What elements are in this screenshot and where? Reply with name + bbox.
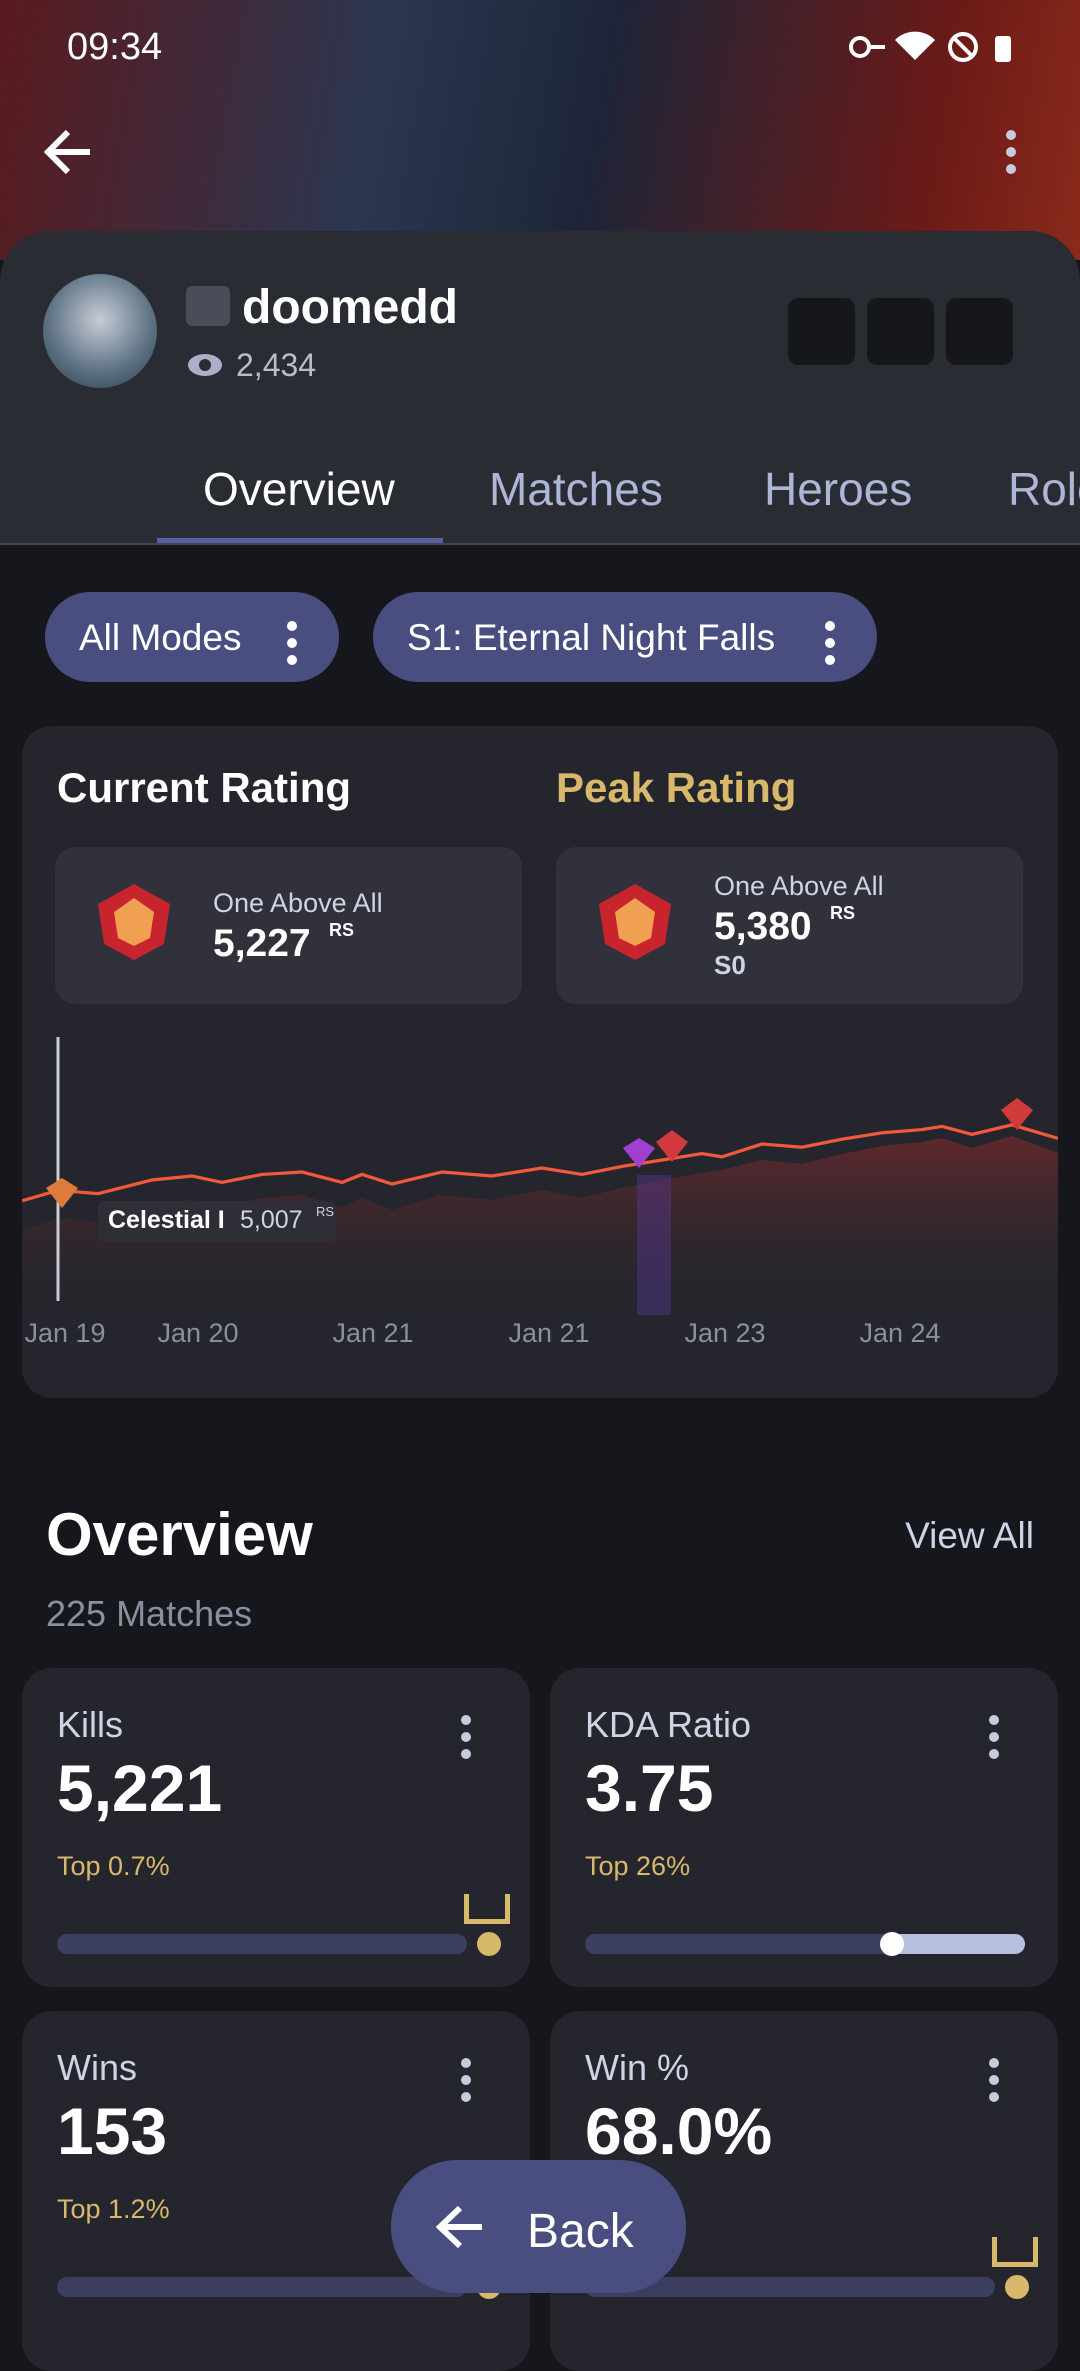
filter-chip[interactable] — [45, 592, 339, 682]
profile-views: 2,434 — [236, 347, 317, 383]
chip-menu — [825, 621, 835, 672]
stat-bar-fill — [890, 1934, 1025, 1954]
stat-rank: Top 1.2% — [57, 2194, 170, 2224]
view-all[interactable]: View All — [905, 1515, 1034, 1556]
eye-icon — [186, 352, 224, 383]
x-axis-label: Jan 24 — [859, 1318, 941, 1348]
status-icons — [845, 30, 1015, 64]
peak-rating-title: Peak Rating — [556, 764, 797, 811]
filter-chip[interactable] — [373, 592, 877, 682]
stat-menu[interactable] — [461, 1715, 471, 1766]
profile-panel — [0, 231, 1080, 544]
stat-menu[interactable] — [989, 1715, 999, 1766]
tooltip — [98, 1201, 336, 1241]
tooltip-tier: Celestial I — [108, 1206, 225, 1234]
rating-line — [22, 1123, 1058, 1203]
badge-slot — [788, 298, 855, 365]
current-tier: One Above All — [213, 888, 383, 918]
filter-chip-label: S1: Eternal Night Falls — [407, 617, 776, 658]
current-rating-title: Current Rating — [57, 764, 351, 811]
status-time: 09:34 — [67, 26, 163, 68]
stat-value: 5,221 — [57, 1751, 223, 1825]
stat-rank: Top 0.7% — [57, 1851, 170, 1881]
badge-slot — [946, 298, 1013, 365]
stat-card[interactable] — [550, 1668, 1058, 1987]
tooltip-value: 5,007 — [240, 1206, 303, 1234]
crown-icon — [992, 2237, 1038, 2267]
current-value: 5,227 — [213, 922, 311, 965]
stat-value: 153 — [57, 2094, 168, 2168]
stat-bar — [585, 2277, 995, 2297]
chip-menu — [287, 621, 297, 672]
tab[interactable]: Roles — [1008, 463, 1080, 515]
stat-bar-dot — [1005, 2275, 1029, 2299]
stat-value: 68.0% — [585, 2094, 773, 2168]
peak-season: S0 — [714, 950, 746, 980]
back-button-icon — [434, 2204, 486, 2255]
back-arrow[interactable] — [42, 128, 94, 181]
peak-value: 5,380 — [714, 905, 812, 948]
tab-indicator — [157, 538, 443, 543]
stat-card[interactable] — [22, 1668, 530, 1987]
tab[interactable]: Matches — [489, 463, 663, 515]
tab[interactable]: Overview — [203, 463, 395, 515]
stat-label: Win % — [585, 2047, 690, 2088]
stat-bar — [57, 1934, 467, 1954]
stat-menu[interactable] — [989, 2058, 999, 2109]
profile-name: doomedd — [242, 281, 458, 334]
rank-icon — [595, 882, 675, 967]
x-axis-label: Jan 21 — [508, 1318, 590, 1348]
stat-value: 3.75 — [585, 1751, 714, 1825]
x-axis-label: Jan 19 — [24, 1318, 106, 1348]
platform-icon — [186, 286, 230, 326]
header-menu[interactable] — [1006, 130, 1016, 181]
stat-rank: Top 26% — [585, 1851, 691, 1881]
x-axis-label: Jan 23 — [684, 1318, 766, 1348]
avatar — [43, 274, 157, 388]
back-button-label: Back — [527, 2205, 634, 2258]
tab[interactable]: Heroes — [764, 463, 913, 515]
stat-menu[interactable] — [461, 2058, 471, 2109]
peak-unit: RS — [830, 903, 856, 923]
rating-graph — [22, 1037, 1058, 1320]
stat-bar-dot — [880, 1932, 904, 1956]
match-count: 225 Matches — [46, 1593, 253, 1634]
filter-chip-label: All Modes — [79, 617, 242, 658]
stat-bar — [57, 2277, 467, 2297]
stat-label: KDA Ratio — [585, 1704, 752, 1745]
peak-tier: One Above All — [714, 871, 884, 901]
rank-icon — [94, 882, 174, 967]
current-unit: RS — [329, 920, 355, 940]
x-axis-label: Jan 20 — [157, 1318, 239, 1348]
stat-label: Kills — [57, 1704, 124, 1745]
tab-divider — [0, 543, 1080, 545]
stat-label: Wins — [57, 2047, 137, 2088]
badge-slot — [867, 298, 934, 365]
stat-bar-dot — [477, 1932, 501, 1956]
tooltip-unit: RS — [316, 1204, 335, 1219]
crown-icon — [464, 1894, 510, 1924]
overview-title: Overview — [46, 1501, 313, 1568]
x-axis-label: Jan 21 — [332, 1318, 414, 1348]
